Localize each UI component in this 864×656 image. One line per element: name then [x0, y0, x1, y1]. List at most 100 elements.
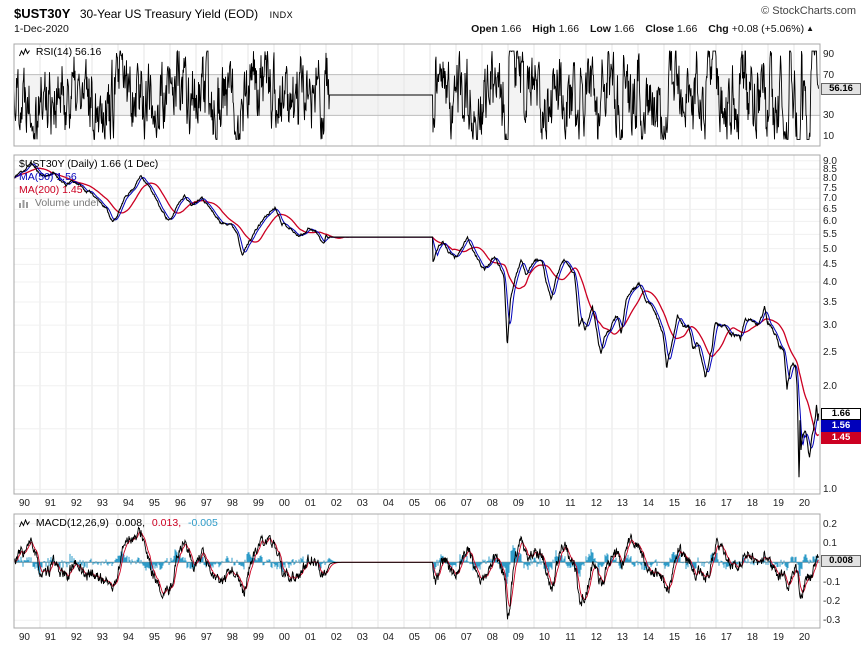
y-axis-label-price: 4.0: [823, 277, 837, 288]
y-axis-label-rsi: 10: [823, 130, 835, 142]
x-axis-year-label: 09: [512, 498, 524, 509]
x-axis-year-label: 12: [590, 632, 602, 643]
x-axis-year-label: 07: [460, 632, 472, 643]
macd-signal-value: 0.013,: [151, 517, 182, 529]
chg-value: +0.08 (+5.06%): [731, 23, 805, 35]
x-axis-year-label: 20: [798, 498, 810, 509]
x-axis-year-label: 06: [434, 632, 446, 643]
y-axis-label-price: 6.5: [823, 204, 837, 216]
y-axis-label-rsi: 70: [823, 69, 835, 81]
y-axis-label-macd: 0.1: [823, 538, 837, 549]
x-axis-year-label: 15: [668, 498, 680, 509]
rsi-value-box: 56.16: [821, 82, 861, 95]
x-axis-year-label: 03: [356, 632, 368, 643]
price-value-box: 1.66: [821, 407, 861, 420]
x-axis-year-label: 18: [746, 498, 758, 509]
ma50-value-box: 1.56: [821, 419, 861, 432]
x-axis-year-label: 93: [96, 498, 108, 509]
y-axis-label-macd: -0.1: [823, 576, 841, 588]
y-axis-label-macd: -0.2: [823, 595, 841, 607]
price-legend: $UST30Y (Daily) 1.66 (1 Dec): [19, 158, 158, 170]
price-legend-label: $UST30Y (Daily) 1.66 (1 Dec): [19, 158, 159, 170]
macd-legend-name: MACD(12,26,9): [35, 517, 109, 529]
x-axis-year-label: 98: [226, 632, 238, 643]
x-axis-year-label: 05: [408, 632, 420, 643]
x-axis-year-label: 94: [122, 498, 134, 509]
panel-border: [13, 154, 821, 495]
y-axis-label-macd: 0.2: [823, 518, 837, 530]
volume-bars-icon: [19, 199, 28, 208]
ohlc-quote: Open 1.66 High 1.66 Low 1.66 Close 1.66 Chg +…: [471, 23, 814, 35]
x-axis-year-label: 12: [590, 498, 602, 509]
ma200-value-box: 1.45: [821, 431, 861, 444]
ma50-legend: MA(50) 1.56: [19, 171, 77, 183]
x-axis-year-label: 20: [798, 632, 810, 643]
x-axis-year-label: 94: [122, 632, 134, 643]
x-axis-year-label: 91: [44, 498, 56, 509]
price-line: [14, 161, 820, 478]
x-axis-year-label: 05: [408, 498, 420, 509]
rsi-line: [14, 49, 819, 140]
y-axis-label-price: 4.5: [823, 259, 837, 271]
x-axis-year-label: 11: [565, 498, 576, 509]
x-axis-year-label: 96: [174, 498, 186, 509]
y-axis-label-price: 5.0: [823, 243, 837, 255]
y-axis-label-price: 3.5: [823, 297, 837, 308]
x-axis-year-label: 00: [278, 498, 290, 509]
close-value: 1.66: [676, 23, 698, 35]
x-axis-year-label: 16: [694, 632, 706, 643]
x-axis-year-label: 03: [356, 498, 368, 509]
y-axis-label-price: 1.0: [823, 484, 837, 496]
x-axis-year-label: 04: [382, 498, 394, 509]
high-label: High: [532, 23, 556, 35]
y-axis-label-price: 8.0: [823, 173, 837, 185]
y-axis-label-price: 3.0: [823, 320, 837, 332]
x-axis-year-label: 15: [668, 632, 680, 643]
symbol: $UST30Y: [14, 6, 71, 21]
x-axis-year-label: 91: [44, 632, 56, 643]
macd-line-value: 0.008,: [115, 517, 145, 529]
y-axis-label-rsi: 90: [823, 49, 835, 61]
macd-legend: MACD(12,26,9) 0.008, 0.013, -0.005: [19, 517, 218, 529]
y-axis-label-price: 7.0: [823, 193, 837, 205]
x-axis-year-label: 10: [538, 498, 550, 509]
x-axis-year-label: 16: [694, 498, 706, 509]
ma200-legend-label: MA(200) 1.45: [19, 184, 83, 196]
chg-label: Chg: [708, 23, 729, 35]
rsi-legend: RSI(14) 56.16: [19, 46, 101, 58]
x-axis-year-label: 08: [486, 632, 498, 643]
y-axis-label-price: 6.0: [823, 216, 837, 228]
y-axis-label-price: 9.0: [823, 155, 837, 167]
x-axis-year-label: 17: [720, 632, 732, 643]
y-axis-label-price: 7.5: [823, 183, 837, 194]
x-axis-year-label: 09: [512, 632, 524, 643]
low-value: 1.66: [613, 23, 635, 35]
x-axis-year-label: 19: [772, 498, 784, 509]
x-axis-year-label: 92: [70, 498, 82, 509]
x-axis-year-label: 99: [252, 632, 264, 643]
x-axis-year-label: 99: [252, 498, 264, 509]
x-axis-year-label: 92: [70, 632, 82, 643]
exchange-label: INDX: [269, 10, 294, 20]
volume-legend-label: Volume undef: [34, 197, 100, 209]
x-axis-year-label: 07: [460, 498, 472, 509]
x-axis-year-label: 93: [96, 632, 108, 643]
x-axis-year-label: 97: [200, 498, 212, 509]
x-axis-year-label: 14: [642, 632, 654, 643]
close-label: Close: [645, 23, 674, 35]
x-axis-year-label: 95: [148, 498, 160, 509]
low-label: Low: [589, 23, 611, 35]
stockcharts-credit: © StockCharts.com: [761, 5, 856, 17]
indicator-icon: [19, 47, 30, 56]
open-value: 1.66: [500, 23, 522, 35]
ma200-legend: MA(200) 1.45: [19, 184, 83, 196]
macd-hist-value: -0.005: [188, 517, 218, 529]
y-axis-label-macd: -0.3: [823, 615, 841, 627]
x-axis-year-label: 11: [565, 632, 576, 643]
x-axis-year-label: 13: [616, 632, 628, 643]
up-arrow-icon: ▲: [806, 24, 814, 33]
open-label: Open: [471, 23, 498, 35]
x-axis-year-label: 19: [772, 632, 784, 643]
